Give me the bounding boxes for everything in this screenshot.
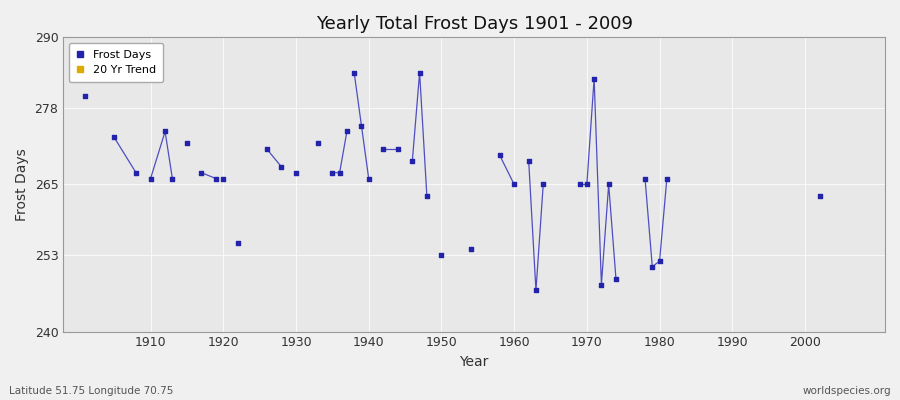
Point: [180, 140, 194, 146]
Point: [601, 181, 616, 188]
Point: [376, 146, 391, 152]
Point: [645, 264, 660, 270]
Point: [587, 75, 601, 82]
Point: [434, 252, 448, 258]
Point: [143, 175, 157, 182]
Point: [608, 276, 623, 282]
Point: [166, 175, 180, 182]
Point: [274, 164, 289, 170]
Point: [332, 170, 347, 176]
Point: [419, 193, 434, 200]
Point: [652, 258, 667, 264]
Point: [405, 158, 419, 164]
Text: worldspecies.org: worldspecies.org: [803, 386, 891, 396]
Point: [492, 152, 507, 158]
Point: [507, 181, 521, 188]
Point: [362, 175, 376, 182]
Y-axis label: Frost Days: Frost Days: [15, 148, 29, 221]
Point: [216, 175, 230, 182]
Point: [638, 175, 652, 182]
Text: Latitude 51.75 Longitude 70.75: Latitude 51.75 Longitude 70.75: [9, 386, 174, 396]
Point: [209, 175, 223, 182]
Point: [572, 181, 587, 188]
Point: [129, 170, 143, 176]
Point: [529, 287, 544, 294]
Point: [521, 158, 535, 164]
Point: [310, 140, 325, 146]
Point: [325, 170, 339, 176]
Point: [78, 93, 93, 99]
Point: [660, 175, 674, 182]
Point: [813, 193, 827, 200]
Title: Yearly Total Frost Days 1901 - 2009: Yearly Total Frost Days 1901 - 2009: [316, 15, 633, 33]
Point: [580, 181, 594, 188]
X-axis label: Year: Year: [460, 355, 489, 369]
Point: [391, 146, 405, 152]
Point: [536, 181, 551, 188]
Point: [158, 128, 172, 135]
Point: [339, 128, 354, 135]
Point: [107, 134, 122, 140]
Point: [230, 240, 245, 246]
Point: [194, 170, 209, 176]
Point: [260, 146, 274, 152]
Point: [412, 70, 427, 76]
Point: [594, 281, 608, 288]
Point: [355, 122, 369, 129]
Legend: Frost Days, 20 Yr Trend: Frost Days, 20 Yr Trend: [68, 43, 163, 82]
Point: [289, 170, 303, 176]
Point: [347, 70, 362, 76]
Point: [464, 246, 478, 252]
